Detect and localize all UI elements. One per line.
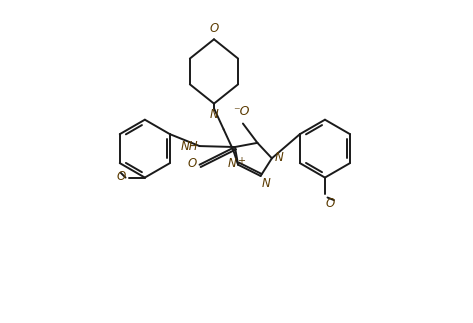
Text: N: N <box>275 151 284 164</box>
Text: +: + <box>237 156 245 165</box>
Text: N: N <box>262 177 271 190</box>
Text: N: N <box>228 157 236 170</box>
Text: O: O <box>210 22 219 35</box>
Text: O: O <box>117 170 126 183</box>
Text: O: O <box>187 157 196 170</box>
Text: ⁻O: ⁻O <box>233 105 250 118</box>
Text: O: O <box>326 197 335 210</box>
Text: N: N <box>210 108 219 121</box>
Text: NH: NH <box>180 140 198 153</box>
